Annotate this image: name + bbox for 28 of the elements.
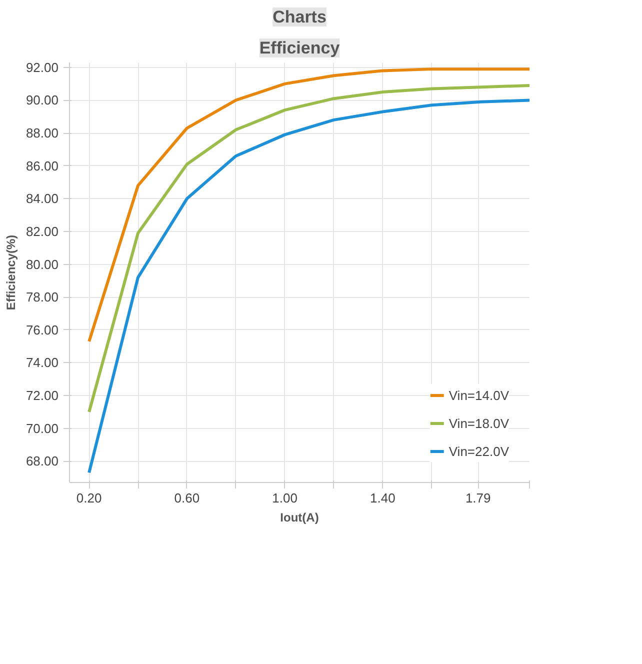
legend-label: Vin=18.0V — [448, 416, 509, 430]
y-tick-label: 68.00 — [26, 454, 59, 469]
y-tick-label: 70.00 — [26, 420, 59, 436]
y-tick-label: 90.00 — [26, 92, 59, 108]
line-series — [88, 98, 530, 474]
y-tick-label: 76.00 — [26, 322, 59, 338]
y-axis-title: Efficiency(%) — [4, 234, 18, 310]
y-tick-label: 74.00 — [26, 355, 59, 370]
y-tick-label: 86.00 — [26, 158, 59, 174]
line-series — [88, 68, 530, 343]
chart-title: Charts — [272, 8, 326, 26]
y-tick-label: 78.00 — [26, 290, 59, 305]
y-tick-label: 88.00 — [26, 126, 59, 141]
y-tick-label: 72.00 — [26, 388, 59, 404]
y-tick-label: 82.00 — [26, 224, 59, 239]
x-tick-label: 1.79 — [465, 490, 491, 506]
line-series — [88, 84, 530, 414]
x-axis-title: Iout(A) — [280, 510, 319, 524]
y-tick-label: 92.00 — [26, 60, 59, 75]
x-tick-label: 0.60 — [174, 490, 200, 506]
chart-subtitle: Efficiency — [259, 38, 340, 58]
x-tick-label: 1.40 — [370, 490, 396, 506]
x-tick-label: 1.00 — [272, 490, 298, 506]
y-tick-label: 80.00 — [26, 256, 59, 272]
y-tick-label: 84.00 — [26, 191, 59, 206]
x-tick-label: 0.20 — [76, 490, 102, 506]
legend-label: Vin=22.0V — [448, 444, 509, 458]
legend-label: Vin=14.0V — [448, 388, 509, 402]
